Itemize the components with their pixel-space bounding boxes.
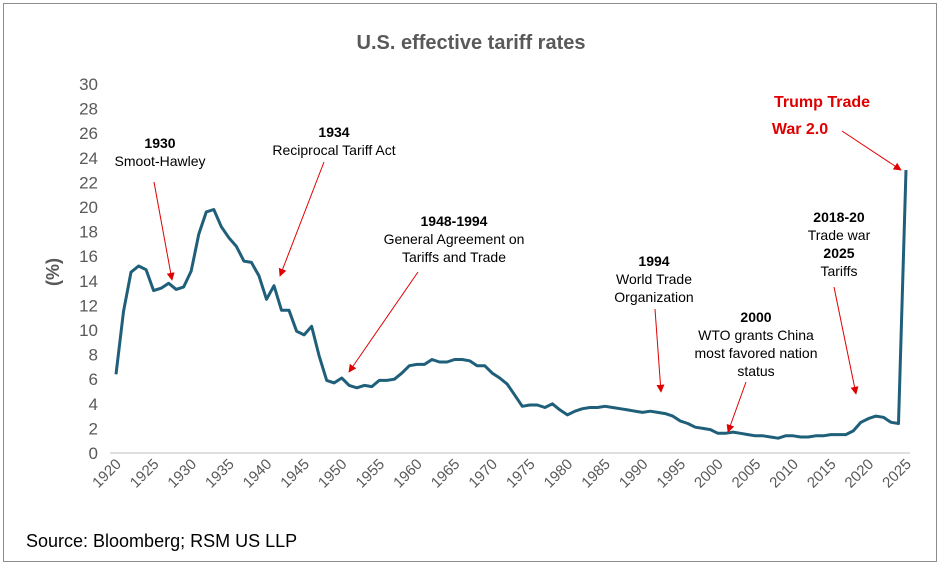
chart-frame: U.S. effective tariff rates (%) 0 2 4 6 8 10 1… bbox=[3, 3, 937, 562]
annotation-tariffs-text: Tariffs bbox=[820, 263, 857, 279]
y-axis-label: (%) bbox=[43, 258, 63, 286]
annotation-china-wto-year: 2000 bbox=[740, 309, 771, 325]
annotation-trump-trade-war-line1: Trump Trade bbox=[774, 94, 870, 111]
annotation-trade-war-year: 2018-20 bbox=[813, 209, 865, 225]
arrow-trade-war bbox=[833, 286, 859, 395]
x-tick-label: 1945 bbox=[277, 456, 313, 492]
y-tick-label: 24 bbox=[79, 149, 98, 168]
annotation-trump-trade-war-line2: War 2.0 bbox=[772, 121, 828, 138]
x-tick-label: 1995 bbox=[653, 456, 689, 492]
x-tick-label: 1990 bbox=[616, 456, 652, 492]
annotation-smoot-hawley-year: 1930 bbox=[144, 135, 175, 151]
annotation-china-wto-text-1: WTO grants China bbox=[698, 327, 814, 343]
y-tick-label: 18 bbox=[79, 223, 98, 242]
annotation-china-wto: 2000 WTO grants China most favored natio… bbox=[695, 309, 818, 433]
annotation-wto-text-1: World Trade bbox=[616, 271, 692, 287]
annotation-smoot-hawley: 1930 Smoot-Hawley bbox=[114, 135, 206, 281]
arrow-smoot-hawley bbox=[153, 181, 175, 281]
x-tick-label: 2015 bbox=[804, 456, 840, 492]
tariff-rate-line bbox=[114, 170, 908, 440]
x-tick-label: 1940 bbox=[240, 456, 276, 492]
x-tick-label: 1985 bbox=[578, 456, 614, 492]
annotation-gatt-text-2: Tariffs and Trade bbox=[402, 249, 506, 265]
y-tick-label: 0 bbox=[89, 444, 98, 463]
x-tick-label: 1960 bbox=[390, 456, 426, 492]
x-tick-label: 2000 bbox=[691, 456, 727, 492]
y-tick-label: 12 bbox=[79, 296, 98, 315]
y-tick-label: 20 bbox=[79, 198, 98, 217]
y-tick-label: 6 bbox=[89, 370, 98, 389]
annotation-reciprocal-tariff-text: Reciprocal Tariff Act bbox=[272, 142, 395, 158]
y-tick-label: 14 bbox=[79, 272, 98, 291]
chart-canvas: U.S. effective tariff rates (%) 02468101… bbox=[43, 32, 915, 492]
annotation-reciprocal-tariff-year: 1934 bbox=[318, 124, 349, 140]
annotation-wto-text-2: Organization bbox=[614, 289, 693, 305]
x-tick-label: 1970 bbox=[465, 456, 501, 492]
y-tick-label: 8 bbox=[89, 346, 98, 365]
annotation-trump-trade-war: Trump Trade War 2.0 bbox=[772, 94, 902, 171]
annotation-gatt: 1948-1994 General Agreement on Tariffs a… bbox=[348, 213, 525, 373]
x-tick-label: 1955 bbox=[353, 456, 389, 492]
arrow-gatt bbox=[348, 271, 419, 373]
x-tick-label: 1975 bbox=[503, 456, 539, 492]
annotation-trade-war: 2018-20 Trade war 2025 Tariffs bbox=[808, 209, 871, 395]
x-axis-ticks: 1920 1925 1930 1935 1940 1945 1950 1955 1960 1965… bbox=[89, 456, 915, 492]
x-tick-label: 1925 bbox=[127, 456, 163, 492]
arrow-wto bbox=[654, 308, 665, 393]
annotation-trade-war-text: Trade war bbox=[808, 227, 871, 243]
annotation-gatt-text-1: General Agreement on bbox=[384, 231, 525, 247]
annotation-china-wto-text-3: status bbox=[737, 363, 774, 379]
y-tick-label: 10 bbox=[79, 321, 98, 340]
y-tick-label: 26 bbox=[79, 124, 98, 143]
arrow-china-wto bbox=[726, 381, 747, 433]
y-tick-label: 16 bbox=[79, 247, 98, 266]
y-tick-label: 22 bbox=[79, 173, 98, 192]
annotation-wto: 1994 World Trade Organization bbox=[614, 253, 694, 393]
annotation-china-wto-text-2: most favored nation bbox=[695, 345, 818, 361]
x-tick-label: 2020 bbox=[842, 456, 878, 492]
x-tick-label: 1930 bbox=[164, 456, 200, 492]
y-tick-label: 4 bbox=[89, 395, 98, 414]
chart-title: U.S. effective tariff rates bbox=[357, 32, 586, 54]
source-note: Source: Bloomberg; RSM US LLP bbox=[26, 531, 298, 551]
arrow-trump-trade-war bbox=[841, 130, 902, 171]
x-tick-label: 2010 bbox=[766, 456, 802, 492]
x-tick-label: 2005 bbox=[729, 456, 765, 492]
annotation-tariffs-year: 2025 bbox=[823, 245, 854, 261]
annotation-reciprocal-tariff: 1934 Reciprocal Tariff Act bbox=[272, 124, 396, 277]
annotation-smoot-hawley-text: Smoot-Hawley bbox=[114, 153, 205, 169]
x-tick-label: 1935 bbox=[202, 456, 238, 492]
annotation-wto-year: 1994 bbox=[638, 253, 669, 269]
annotation-gatt-year: 1948-1994 bbox=[421, 213, 488, 229]
arrow-reciprocal-tariff bbox=[278, 161, 325, 277]
x-tick-label: 1950 bbox=[315, 456, 351, 492]
y-tick-label: 2 bbox=[89, 419, 98, 438]
x-tick-label: 1965 bbox=[428, 456, 464, 492]
x-tick-label: 2025 bbox=[879, 456, 915, 492]
y-tick-label: 28 bbox=[79, 100, 98, 119]
x-tick-label: 1980 bbox=[541, 456, 577, 492]
y-tick-label: 30 bbox=[79, 75, 98, 94]
